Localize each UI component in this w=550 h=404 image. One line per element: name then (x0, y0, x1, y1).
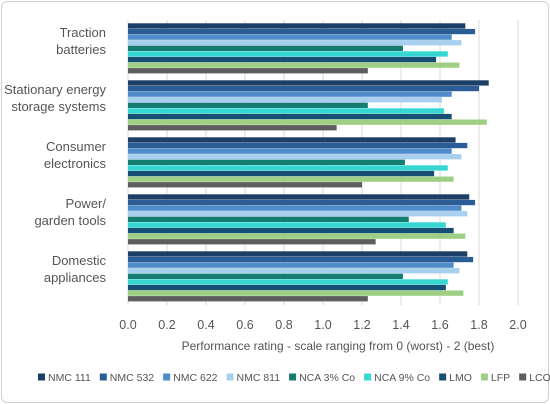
bar-nmc-622 (128, 91, 452, 97)
legend-swatch (163, 373, 171, 381)
bar-lmo (128, 284, 446, 291)
bar-lfp (128, 290, 464, 296)
x-tick-label: 0.0 (119, 318, 136, 332)
bar-nmc-532 (128, 28, 476, 35)
bar-nmc-811 (128, 97, 442, 103)
x-tick-label: 0.2 (158, 318, 175, 332)
x-tick-label: 1.0 (314, 318, 331, 332)
bar-nca-9-co (128, 165, 448, 171)
x-tick-labels: 0.0 0.2 0.4 0.6 0.8 1.0 1.2 1.4 1.6 1.8 2.0 (119, 318, 526, 332)
category-label: garden tools (34, 213, 106, 228)
category-label: electronics (44, 156, 107, 171)
x-tick-label: 1.4 (392, 318, 409, 332)
legend-label: NCA 9% Co (374, 372, 430, 384)
bar-lfp (128, 62, 460, 68)
bar-nmc-111 (128, 251, 468, 257)
legend-label: LFP (491, 372, 510, 384)
bar-nca-3-co (128, 216, 409, 222)
category-label: appliances (44, 270, 107, 285)
x-tick-label: 1.2 (353, 318, 370, 332)
legend-label: NMC 811 (237, 372, 281, 384)
bar-nmc-622 (128, 148, 452, 154)
bar-nmc-532 (128, 256, 474, 263)
bar-lfp (128, 119, 487, 125)
bar-nmc-111 (128, 80, 489, 86)
x-tick-label: 0.6 (236, 318, 253, 332)
bar-lco (128, 239, 376, 245)
legend-swatch (519, 373, 527, 381)
category-label: Consumer (46, 139, 107, 154)
bar-nmc-622 (128, 262, 454, 268)
x-tick-label: 0.4 (197, 318, 214, 332)
bar-nca-3-co (128, 273, 403, 279)
legend-swatch (364, 373, 372, 381)
bar-nmc-532 (128, 199, 476, 206)
x-tick-label: 1.8 (470, 318, 487, 332)
bar-lfp (128, 233, 466, 239)
bar-nca-3-co (128, 102, 368, 108)
bar-nmc-532 (128, 85, 479, 92)
bar-nca-3-co (128, 159, 405, 165)
legend: NMC 111 NMC 532 NMC 622 NMC 811 NCA 3% Co NCA… (38, 372, 550, 384)
legend-item: NMC 811 (226, 372, 281, 384)
bar-lco (128, 125, 337, 131)
legend-item: NCA 3% Co (289, 372, 355, 384)
bars (128, 23, 489, 302)
x-tick-label: 2.0 (509, 318, 526, 332)
legend-label: LCO (529, 372, 550, 384)
bar-nmc-622 (128, 34, 452, 40)
category-labels: Traction batteries Stationary energy storag… (4, 25, 107, 285)
bar-nca-9-co (128, 108, 444, 114)
bar-nca-9-co (128, 222, 446, 228)
bar-nmc-111 (128, 23, 466, 29)
bar-nca-9-co (128, 51, 448, 57)
bar-nmc-811 (128, 154, 462, 160)
legend-item: LCO (519, 372, 550, 384)
legend-label: NMC 532 (110, 372, 155, 384)
x-tick-label: 1.6 (431, 318, 448, 332)
bar-nmc-111 (128, 194, 470, 200)
bar-lmo (128, 170, 435, 177)
bar-lmo (128, 113, 452, 120)
bar-lco (128, 182, 362, 188)
category-label: Domestic (52, 253, 107, 268)
bar-nmc-111 (128, 137, 456, 143)
legend-swatch (38, 373, 45, 381)
bar-nmc-811 (128, 268, 460, 274)
category-label: Power/ (66, 196, 107, 211)
category-label: storage systems (11, 99, 106, 114)
bar-lco (128, 296, 368, 302)
legend-item: NMC 532 (99, 372, 155, 384)
bar-nmc-811 (128, 40, 462, 46)
category-label: Stationary energy (4, 82, 106, 97)
bar-lmo (128, 227, 454, 234)
bar-nca-3-co (128, 45, 403, 51)
bar-nmc-622 (128, 205, 462, 211)
category-label: batteries (56, 42, 106, 57)
legend-swatch (289, 373, 297, 381)
x-axis-title: Performance rating - scale ranging from … (182, 339, 495, 353)
legend-item: NCA 9% Co (364, 372, 430, 384)
bar-nmc-811 (128, 211, 468, 217)
bar-lfp (128, 176, 454, 182)
legend-swatch (480, 373, 488, 381)
legend-label: NMC 622 (173, 372, 218, 384)
legend-swatch (99, 373, 107, 381)
x-tick-label: 0.8 (275, 318, 292, 332)
bar-nca-9-co (128, 279, 448, 285)
legend-swatch (226, 373, 234, 381)
legend-item: NMC 622 (163, 372, 218, 384)
bar-lmo (128, 56, 437, 63)
legend-item: NMC 111 (38, 372, 91, 384)
legend-item: LMO (439, 372, 472, 384)
legend-swatch (439, 373, 447, 381)
bar-lco (128, 68, 368, 74)
legend-label: NCA 3% Co (299, 372, 355, 384)
legend-item: LFP (480, 372, 510, 384)
legend-label: NMC 111 (48, 372, 91, 384)
bar-nmc-532 (128, 142, 468, 149)
legend-label: LMO (449, 372, 472, 384)
category-label: Traction (60, 25, 106, 40)
